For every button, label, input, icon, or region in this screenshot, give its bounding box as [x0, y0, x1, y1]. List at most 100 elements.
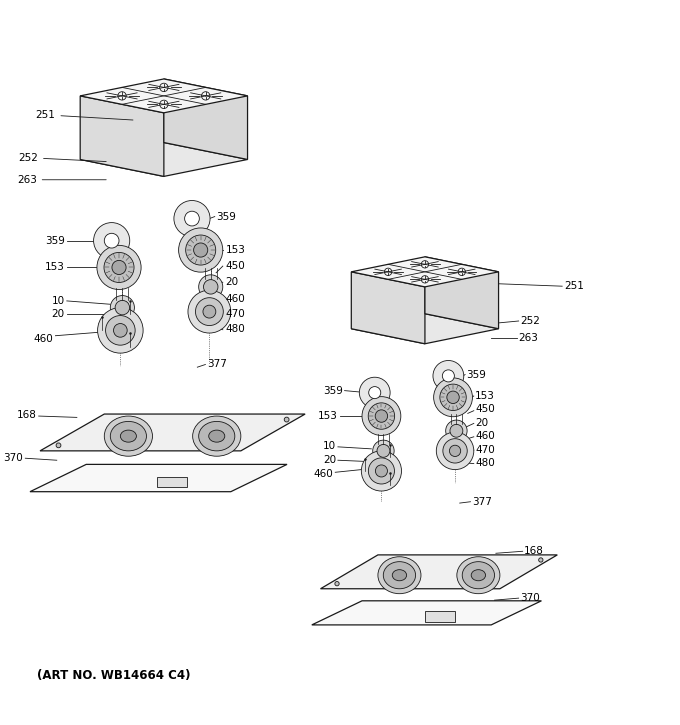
Circle shape [375, 410, 388, 422]
Polygon shape [80, 79, 248, 113]
Circle shape [335, 581, 339, 586]
Polygon shape [80, 143, 248, 176]
Polygon shape [425, 257, 498, 328]
Circle shape [440, 384, 466, 410]
Ellipse shape [104, 416, 152, 456]
Circle shape [434, 378, 473, 417]
Text: 168: 168 [524, 546, 544, 556]
Polygon shape [40, 414, 305, 451]
Circle shape [375, 465, 388, 477]
Ellipse shape [110, 421, 146, 451]
Text: 20: 20 [475, 418, 488, 428]
Circle shape [56, 443, 61, 448]
Circle shape [203, 305, 216, 318]
Polygon shape [312, 601, 541, 625]
Text: 153: 153 [475, 391, 495, 401]
Ellipse shape [120, 430, 137, 442]
Circle shape [98, 307, 143, 353]
Text: 370: 370 [3, 452, 23, 463]
Polygon shape [164, 79, 248, 160]
Ellipse shape [199, 421, 235, 451]
Polygon shape [352, 314, 498, 344]
Circle shape [184, 211, 199, 226]
Ellipse shape [462, 562, 494, 589]
Text: 450: 450 [226, 261, 245, 271]
Ellipse shape [392, 570, 407, 581]
Circle shape [97, 245, 141, 289]
Circle shape [194, 243, 208, 257]
Polygon shape [320, 555, 558, 589]
Circle shape [369, 403, 394, 429]
Text: 263: 263 [17, 175, 106, 185]
Circle shape [449, 445, 460, 457]
Circle shape [361, 451, 401, 491]
Text: 153: 153 [45, 262, 65, 273]
Circle shape [445, 420, 467, 442]
Circle shape [112, 260, 126, 275]
Text: 460: 460 [475, 431, 495, 441]
Ellipse shape [192, 416, 241, 456]
Text: 377: 377 [472, 497, 492, 507]
Polygon shape [425, 611, 455, 622]
Circle shape [104, 252, 134, 283]
Circle shape [188, 290, 231, 333]
Circle shape [373, 440, 394, 462]
Text: 359: 359 [466, 370, 486, 380]
Text: 470: 470 [226, 310, 245, 319]
Text: 252: 252 [520, 316, 540, 326]
Circle shape [105, 315, 135, 345]
Circle shape [203, 280, 218, 294]
Ellipse shape [209, 430, 225, 442]
Circle shape [195, 298, 223, 326]
Polygon shape [157, 477, 186, 487]
Polygon shape [352, 272, 425, 344]
Circle shape [369, 386, 381, 399]
Text: 153: 153 [318, 411, 338, 421]
Circle shape [443, 439, 467, 463]
Ellipse shape [378, 557, 421, 594]
Text: 470: 470 [475, 444, 495, 455]
Ellipse shape [471, 570, 486, 581]
Circle shape [437, 432, 474, 470]
Circle shape [362, 397, 401, 436]
Text: 359: 359 [323, 386, 343, 396]
Text: 377: 377 [207, 359, 227, 369]
Text: 480: 480 [475, 458, 495, 468]
Text: 168: 168 [17, 410, 37, 420]
Polygon shape [30, 465, 287, 492]
Text: 251: 251 [35, 109, 133, 120]
Circle shape [94, 223, 130, 259]
Circle shape [377, 444, 390, 457]
Circle shape [115, 300, 130, 315]
Text: 370: 370 [520, 593, 540, 603]
Circle shape [359, 377, 390, 408]
Circle shape [104, 233, 119, 248]
Circle shape [369, 458, 394, 484]
Polygon shape [352, 257, 498, 287]
Text: 359: 359 [45, 236, 65, 246]
Text: 460: 460 [313, 469, 333, 479]
Text: 251: 251 [564, 281, 584, 291]
Text: 263: 263 [519, 333, 539, 343]
Text: 20: 20 [226, 277, 239, 287]
Text: 20: 20 [52, 310, 65, 319]
Circle shape [199, 275, 223, 299]
Circle shape [284, 417, 289, 422]
Ellipse shape [384, 562, 415, 589]
Text: 480: 480 [226, 324, 245, 334]
Text: 10: 10 [323, 442, 336, 451]
Text: 20: 20 [323, 455, 336, 465]
Text: 252: 252 [18, 153, 106, 162]
Circle shape [433, 360, 464, 392]
Circle shape [442, 370, 454, 382]
Circle shape [110, 296, 135, 320]
Text: 153: 153 [226, 245, 245, 255]
Ellipse shape [457, 557, 500, 594]
Circle shape [179, 228, 223, 272]
Polygon shape [80, 96, 164, 176]
Circle shape [539, 558, 543, 562]
Circle shape [450, 424, 463, 437]
Text: 450: 450 [475, 405, 495, 415]
Circle shape [174, 201, 210, 236]
Circle shape [186, 235, 216, 265]
